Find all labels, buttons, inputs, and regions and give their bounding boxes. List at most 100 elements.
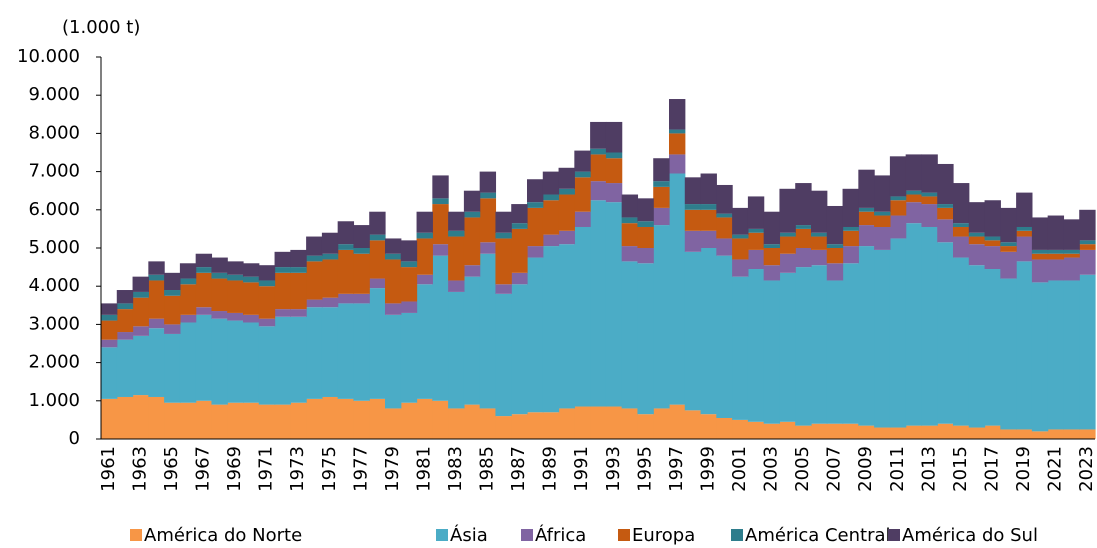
x-tick-label: 2021 xyxy=(1045,446,1066,492)
area-segment xyxy=(337,221,355,245)
area-segment xyxy=(889,196,907,201)
area-segment xyxy=(590,148,607,155)
x-tick-label: 1977 xyxy=(350,446,371,492)
area-segment xyxy=(527,202,544,208)
area-segment xyxy=(274,309,291,317)
area-segment xyxy=(1063,257,1080,281)
area-segment xyxy=(700,248,717,415)
area-segment xyxy=(132,335,149,396)
x-tick-label: 2023 xyxy=(1076,446,1097,492)
area-segment xyxy=(558,188,575,195)
area-segment xyxy=(558,167,575,189)
x-tick-label: 1983 xyxy=(445,446,466,492)
area-segment xyxy=(684,251,702,411)
area-segment xyxy=(637,248,654,264)
area-segment xyxy=(1000,429,1017,439)
area-segment xyxy=(211,278,228,312)
area-segment xyxy=(148,280,165,319)
legend-swatch xyxy=(130,529,142,541)
area-segment xyxy=(669,154,686,174)
area-segment xyxy=(605,152,623,159)
y-tick-label: 1.000 xyxy=(28,390,80,411)
area-segment xyxy=(132,297,149,327)
area-segment xyxy=(637,263,654,415)
x-tick-label: 1965 xyxy=(161,446,182,492)
area-segment xyxy=(984,236,1001,241)
area-segment xyxy=(290,272,307,310)
area-segment xyxy=(984,240,1001,247)
area-segment xyxy=(385,303,402,315)
area-segment xyxy=(669,133,686,155)
area-segment xyxy=(1047,280,1065,430)
area-segment xyxy=(448,211,465,231)
area-segment xyxy=(290,309,307,317)
area-segment xyxy=(700,209,717,231)
area-segment xyxy=(858,225,875,247)
area-segment xyxy=(1079,240,1096,245)
area-segment xyxy=(905,154,923,191)
area-segment xyxy=(416,284,433,399)
area-segment xyxy=(621,246,639,262)
area-segment xyxy=(274,272,291,310)
area-segment xyxy=(1000,246,1017,252)
area-segment xyxy=(416,238,433,275)
area-segment xyxy=(385,259,402,304)
x-tick-label: 1973 xyxy=(287,446,308,492)
area-segment xyxy=(542,412,560,439)
area-segment xyxy=(921,196,938,205)
legend-label: América do Norte xyxy=(144,525,302,546)
area-segment xyxy=(795,425,812,439)
area-segment xyxy=(921,204,938,227)
area-segment xyxy=(1047,215,1065,250)
area-segment xyxy=(874,427,891,439)
x-tick-label: 1997 xyxy=(666,446,687,492)
area-segment xyxy=(211,404,228,439)
area-segment xyxy=(164,272,181,291)
area-segment xyxy=(511,272,528,285)
area-segment xyxy=(953,236,970,258)
area-segment xyxy=(574,171,591,178)
area-segment xyxy=(653,408,670,439)
area-segment xyxy=(258,326,276,405)
area-segment xyxy=(826,205,844,245)
area-segment xyxy=(369,234,386,241)
area-segment xyxy=(243,263,260,277)
area-segment xyxy=(1016,230,1033,237)
area-segment xyxy=(101,398,118,439)
area-segment xyxy=(116,309,134,333)
area-segment xyxy=(369,211,386,235)
area-segment xyxy=(243,276,260,283)
area-segment xyxy=(937,423,954,439)
area-segment xyxy=(968,202,986,233)
area-segment xyxy=(511,204,528,224)
area-segment xyxy=(968,236,986,245)
area-segment xyxy=(353,293,370,304)
area-segment xyxy=(858,246,875,426)
y-tick-label: 10.000 xyxy=(17,46,80,67)
area-segment xyxy=(653,181,670,187)
area-segment xyxy=(400,301,418,313)
area-segment xyxy=(369,278,386,289)
area-segment xyxy=(826,280,844,424)
x-tick-label: 1961 xyxy=(98,446,119,492)
x-tick-label: 1979 xyxy=(382,446,403,492)
area-segment xyxy=(527,257,544,413)
legend-swatch xyxy=(888,529,900,541)
x-tick-label: 2005 xyxy=(792,446,813,492)
y-tick-label: 9.000 xyxy=(28,84,80,105)
area-segment xyxy=(700,230,717,248)
x-tick-label: 2013 xyxy=(918,446,939,492)
area-segment xyxy=(527,179,544,203)
area-segment xyxy=(321,253,339,260)
area-segment xyxy=(653,207,670,226)
area-segment xyxy=(353,248,370,254)
area-segment xyxy=(653,158,670,182)
x-tick-label: 1987 xyxy=(508,446,529,492)
area-segment xyxy=(921,425,938,439)
area-segment xyxy=(590,406,607,439)
area-segment xyxy=(542,171,560,195)
area-segment xyxy=(400,240,418,262)
area-segment xyxy=(842,263,859,424)
area-segment xyxy=(195,272,213,308)
